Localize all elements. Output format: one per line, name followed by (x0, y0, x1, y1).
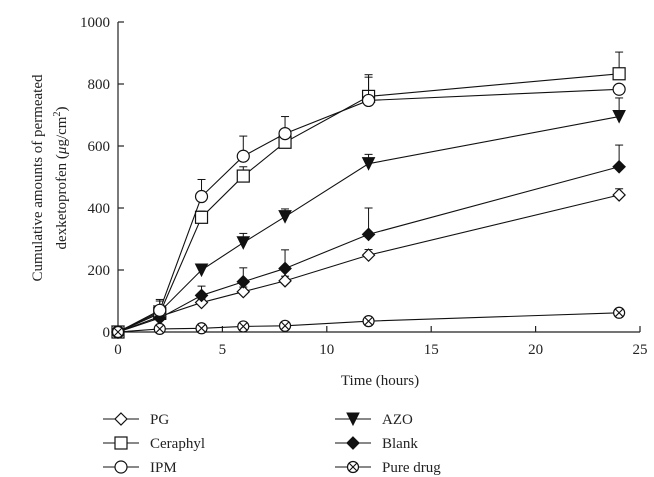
data-point-ipm (278, 127, 292, 141)
data-point-pg (194, 295, 209, 310)
data-point-pure-drug (613, 306, 626, 319)
data-point-pure-drug (237, 320, 250, 333)
y-axis-title-line1: Cumulative amounts of permeated (30, 74, 46, 282)
y-axis-title-line2: dexketoprofen (μg/cm2) (52, 107, 70, 250)
data-point-pg (361, 248, 376, 262)
data-point-pg (612, 188, 626, 202)
data-point-azo (612, 110, 626, 124)
data-point-blank (194, 288, 209, 303)
marker-cross (238, 322, 248, 331)
data-point-blank (612, 159, 626, 174)
data-point-pure-drug (111, 325, 125, 339)
x-tick-label: 5 (219, 342, 227, 358)
data-point-ipm (236, 149, 250, 163)
y-axis-title: Cumulative amounts of permeated dexketop… (30, 74, 70, 282)
legend-label-ceraphyl: Ceraphyl (150, 436, 205, 452)
data-point-ipm (194, 189, 209, 204)
data-point-blank (361, 227, 376, 242)
y-tick-label: 600 (88, 139, 111, 155)
marker-cross (364, 316, 373, 326)
series-pure-drug (111, 306, 626, 339)
legend-item-azo: AZO (335, 412, 413, 428)
legend-marker-azo (346, 412, 360, 427)
series-layer (111, 51, 626, 340)
data-point-pure-drug (362, 315, 375, 328)
y-tick-label: 400 (88, 201, 111, 217)
data-point-ipm (361, 93, 376, 108)
data-point-ceraphyl (236, 169, 250, 183)
legend-item-ceraphyl: Ceraphyl (103, 436, 205, 452)
data-point-pure-drug (278, 319, 292, 332)
marker-cross (280, 321, 290, 331)
legend-label-pg: PG (150, 412, 169, 428)
data-point-azo (236, 236, 251, 250)
x-tick-label: 10 (319, 342, 334, 358)
y-tick-label: 200 (88, 263, 111, 279)
data-point-ipm (153, 303, 167, 317)
data-point-azo (361, 157, 376, 171)
x-tick-label: 25 (633, 342, 648, 358)
ticks: 0 200 400 600 800 1000 0 5 10 15 20 25 (80, 15, 648, 358)
x-tick-label: 20 (528, 342, 543, 358)
data-point-azo (278, 210, 292, 224)
legend: PG AZO Ceraphyl Blank IPM Pure drug (103, 412, 441, 476)
legend-marker-ipm (114, 460, 128, 474)
data-point-ceraphyl (194, 210, 209, 224)
x-axis-title: Time (hours) (341, 373, 419, 389)
marker-cross (614, 308, 624, 318)
data-point-pure-drug (153, 322, 166, 335)
legend-label-ipm: IPM (150, 460, 177, 476)
legend-item-pg: PG (103, 412, 169, 428)
legend-label-pure-drug: Pure drug (382, 460, 441, 476)
legend-marker-blank (346, 436, 360, 450)
legend-label-blank: Blank (382, 436, 418, 452)
data-point-pure-drug (195, 322, 208, 335)
data-point-ceraphyl (612, 67, 626, 81)
x-tick-label: 15 (424, 342, 439, 358)
legend-marker-pg (114, 412, 128, 426)
legend-item-pure-drug: Pure drug (335, 460, 441, 476)
series-line-ceraphyl (117, 73, 620, 333)
data-point-ipm (612, 82, 626, 96)
marker-cross (113, 327, 123, 337)
x-tick-label: 0 (114, 342, 122, 358)
series-blank (111, 144, 626, 339)
marker-cross (348, 462, 358, 472)
legend-label-azo: AZO (382, 412, 413, 428)
axes (117, 22, 640, 333)
y-tick-label: 1000 (80, 15, 110, 31)
marker-cross (197, 323, 206, 333)
legend-item-ipm: IPM (103, 460, 177, 476)
legend-item-blank: Blank (335, 436, 418, 452)
legend-marker-ceraphyl (114, 436, 128, 450)
data-point-blank (236, 274, 251, 289)
y-tick-label: 0 (103, 325, 111, 341)
data-point-pg (278, 274, 292, 288)
data-point-pg (236, 284, 251, 299)
legend-marker-pure-drug (346, 460, 360, 474)
y-tick-label: 800 (88, 77, 111, 93)
data-point-blank (278, 261, 292, 276)
data-point-azo (194, 263, 209, 278)
marker-cross (155, 324, 165, 334)
